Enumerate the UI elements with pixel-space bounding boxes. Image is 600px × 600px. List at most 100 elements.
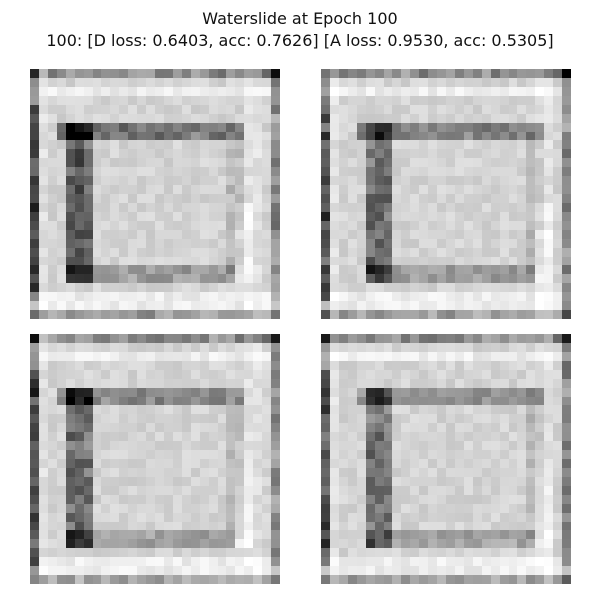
sample-pixel — [119, 503, 129, 513]
sample-pixel — [155, 194, 164, 203]
sample-pixel — [321, 378, 330, 388]
sample-pixel — [454, 220, 464, 230]
sample-pixel — [338, 566, 348, 576]
sample-pixel — [356, 176, 366, 186]
sample-pixel — [30, 414, 39, 424]
sample-pixel — [544, 351, 554, 361]
sample-pixel — [321, 140, 330, 150]
sample-pixel — [83, 396, 93, 406]
sample-pixel — [83, 202, 93, 212]
sample-pixel — [271, 265, 280, 275]
sample-pixel — [47, 423, 57, 433]
sample-pixel — [56, 95, 66, 105]
sample-pixel — [347, 194, 357, 203]
sample-pixel — [410, 334, 420, 343]
sample-pixel — [47, 274, 57, 284]
sample-pixel — [544, 256, 554, 266]
sample-pixel — [181, 77, 191, 87]
sample-pixel — [446, 414, 455, 424]
sample-pixel — [437, 247, 446, 257]
sample-pixel — [544, 405, 554, 415]
sample-pixel — [401, 301, 411, 311]
sample-pixel — [253, 539, 263, 549]
sample-pixel — [446, 202, 455, 212]
sample-pixel — [30, 450, 39, 459]
sample-pixel — [499, 521, 509, 531]
sample-pixel — [392, 140, 402, 150]
sample-pixel — [226, 494, 236, 504]
sample-pixel — [92, 122, 102, 132]
sample-pixel — [437, 211, 446, 221]
sample-pixel — [347, 351, 357, 361]
sample-pixel — [562, 86, 571, 96]
sample-pixel — [190, 521, 200, 531]
sample-pixel — [517, 256, 527, 266]
sample-pixel — [347, 176, 357, 186]
sample-pixel — [244, 539, 254, 549]
sample-pixel — [101, 450, 111, 459]
sample-pixel — [38, 503, 48, 513]
sample-pixel — [146, 283, 155, 293]
sample-pixel — [253, 202, 263, 212]
sample-pixel — [128, 247, 138, 257]
sample-pixel — [499, 557, 509, 567]
sample-pixel — [83, 521, 93, 531]
sample-pixel — [526, 283, 536, 293]
sample-pixel — [146, 113, 155, 123]
sample-pixel — [199, 566, 209, 576]
sample-pixel — [392, 378, 402, 388]
sample-pixel — [365, 530, 375, 540]
sample-pixel — [65, 229, 75, 239]
sample-pixel — [535, 432, 545, 442]
sample-pixel — [101, 185, 111, 194]
sample-pixel — [146, 548, 155, 558]
sample-pixel — [83, 467, 93, 477]
sample-pixel — [463, 131, 473, 141]
sample-pixel — [463, 351, 473, 361]
sample-pixel — [321, 432, 330, 442]
sample-pixel — [508, 274, 518, 284]
sample-pixel — [217, 247, 227, 257]
sample-pixel — [535, 131, 545, 141]
sample-pixel — [181, 396, 191, 406]
sample-pixel — [321, 194, 330, 203]
sample-pixel — [526, 211, 536, 221]
sample-pixel — [410, 77, 420, 87]
sample-pixel — [181, 265, 191, 275]
sample-pixel — [419, 194, 429, 203]
sample-pixel — [526, 503, 536, 513]
sample-pixel — [437, 238, 446, 248]
sample-pixel — [208, 414, 218, 424]
sample-pixel — [383, 378, 393, 388]
sample-pixel — [544, 131, 554, 141]
sample-pixel — [56, 387, 66, 397]
sample-pixel — [401, 396, 411, 406]
sample-pixel — [329, 158, 339, 168]
sample-pixel — [199, 202, 209, 212]
sample-pixel — [65, 334, 75, 343]
sample-pixel — [392, 185, 402, 194]
sample-pixel — [163, 387, 173, 397]
sample-pixel — [217, 432, 227, 442]
sample-pixel — [347, 387, 357, 397]
sample-pixel — [329, 131, 339, 141]
sample-pixel — [47, 405, 57, 415]
sample-pixel — [535, 503, 545, 513]
sample-pixel — [544, 113, 554, 123]
sample-pixel — [365, 104, 375, 114]
sample-pixel — [463, 185, 473, 194]
sample-pixel — [356, 441, 366, 451]
sample-pixel — [410, 104, 420, 114]
sample-pixel — [437, 530, 446, 540]
sample-pixel — [146, 95, 155, 105]
sample-pixel — [383, 301, 393, 311]
sample-pixel — [446, 140, 455, 150]
sample-pixel — [410, 176, 420, 186]
sample-pixel — [383, 423, 393, 433]
sample-pixel — [410, 575, 420, 584]
sample-pixel — [163, 557, 173, 567]
sample-pixel — [190, 405, 200, 415]
sample-pixel — [172, 220, 182, 230]
sample-pixel — [544, 548, 554, 558]
sample-pixel — [137, 405, 147, 415]
